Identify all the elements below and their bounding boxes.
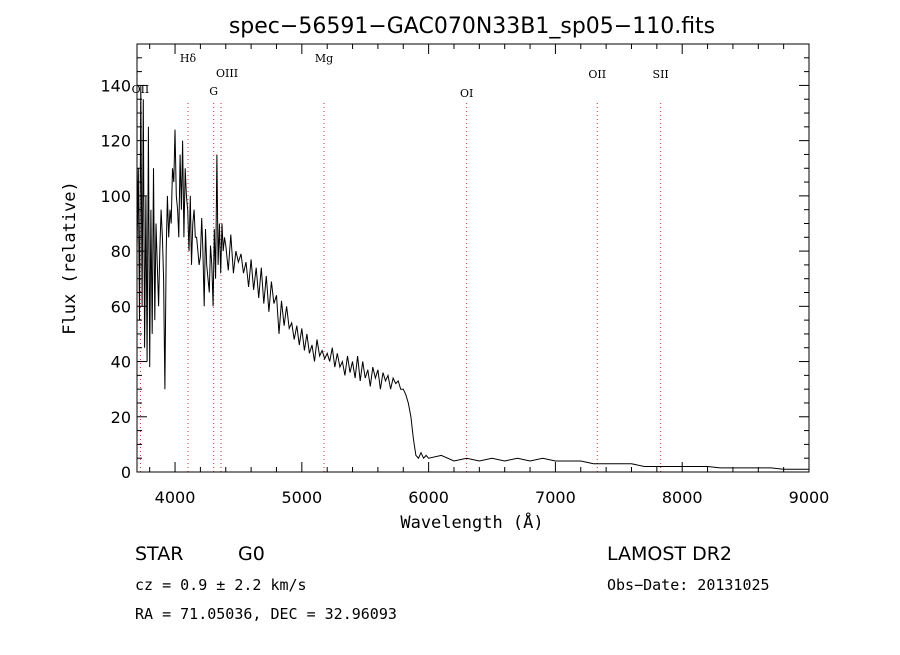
- spectral-line-label: Hδ: [180, 52, 197, 65]
- x-tick-label: 9000: [789, 488, 830, 507]
- y-axis-ticks: 0 20 40 60 80 100 120 140: [100, 43, 809, 482]
- spectral-line-label: Mg: [315, 52, 333, 65]
- spectral-line-label: G: [209, 85, 218, 98]
- x-tick-label: 4000: [155, 488, 196, 507]
- y-tick-label: 120: [100, 132, 131, 151]
- redshift-info: cz = 0.9 ± 2.2 km/s: [135, 576, 307, 594]
- x-tick-label: 8000: [662, 488, 703, 507]
- y-tick-label: 80: [111, 242, 131, 261]
- y-tick-label: 40: [111, 353, 131, 372]
- y-tick-label: 20: [111, 408, 131, 427]
- y-axis-label: Flux (relative): [60, 181, 80, 335]
- y-tick-label: 60: [111, 297, 131, 316]
- x-axis-label: Wavelength (Å): [400, 511, 543, 533]
- observation-date: Obs−Date: 20131025: [607, 576, 770, 594]
- x-tick-label: 6000: [408, 488, 449, 507]
- x-axis-ticks: 4000 5000 6000 7000 8000 9000: [149, 44, 830, 507]
- x-tick-label: 7000: [535, 488, 576, 507]
- spectral-subclass: G0: [238, 543, 265, 565]
- spectral-line-label: OII: [588, 68, 606, 81]
- y-tick-label: 140: [100, 76, 131, 95]
- x-tick-label: 5000: [281, 488, 322, 507]
- plot-frame: [136, 43, 810, 473]
- survey-name: LAMOST DR2: [607, 543, 732, 565]
- spectral-line-label: OIII: [216, 67, 238, 80]
- spectrum-line: [136, 85, 809, 470]
- y-tick-label: 100: [100, 187, 131, 206]
- coordinates: RA = 71.05036, DEC = 32.96093: [135, 605, 397, 623]
- spectral-line-label: OI: [460, 87, 473, 100]
- object-class: STAR: [135, 543, 183, 565]
- y-tick-label: 0: [121, 463, 131, 482]
- spectral-line-label: SII: [653, 68, 669, 81]
- chart-title: spec−56591−GAC070N33B1_sp05−110.fits: [229, 14, 715, 39]
